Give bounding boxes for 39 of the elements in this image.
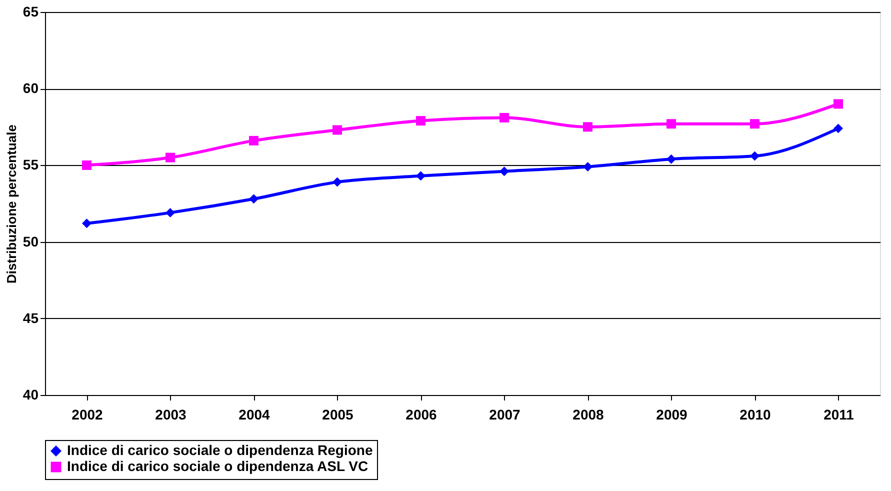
x-tick-label: 2009 <box>656 406 688 422</box>
point <box>82 218 92 228</box>
point <box>750 119 760 129</box>
point <box>249 194 258 204</box>
point <box>166 208 175 218</box>
point <box>750 151 760 161</box>
y-axis-title: Distribuzione percentuale <box>4 124 19 284</box>
x-tick-label: 2010 <box>740 406 772 422</box>
point <box>666 119 676 129</box>
point <box>416 116 426 126</box>
y-tick-label: 65 <box>22 4 39 20</box>
point <box>166 152 175 162</box>
x-tick-label: 2007 <box>489 406 521 422</box>
point <box>666 154 676 164</box>
legend-label: Indice di carico sociale o dipendenza ASL VC <box>67 458 368 474</box>
point <box>332 177 342 187</box>
x-tick-label: 2002 <box>72 406 104 422</box>
x-tick-label: 2005 <box>322 406 354 422</box>
y-tick-label: 45 <box>22 310 39 326</box>
point <box>583 122 592 132</box>
x-tick-label: 2006 <box>406 406 438 422</box>
point <box>332 125 342 135</box>
y-tick-label: 50 <box>22 233 39 250</box>
x-tick-label: 2004 <box>238 406 270 422</box>
point <box>834 99 843 109</box>
point <box>834 124 843 134</box>
x-tick-label: 2003 <box>155 406 187 422</box>
y-tick-label: 55 <box>22 156 39 173</box>
point <box>416 171 426 181</box>
y-tick-label: 60 <box>22 80 39 96</box>
x-tick-label: 2011 <box>824 406 854 422</box>
point <box>500 112 509 122</box>
y-tick-label: 40 <box>22 386 39 402</box>
point <box>82 160 92 170</box>
point <box>500 166 509 176</box>
point <box>249 136 258 146</box>
legend-label: Indice di carico sociale o dipendenza Regione <box>67 442 373 458</box>
point <box>583 162 592 172</box>
x-tick-label: 2008 <box>572 406 604 422</box>
